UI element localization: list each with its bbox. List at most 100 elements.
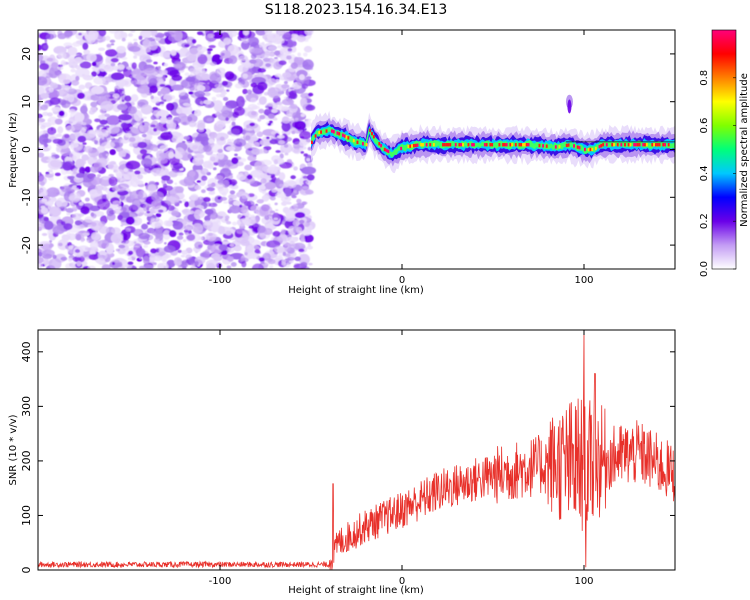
ridge-core	[600, 144, 603, 148]
noise-blob	[129, 190, 144, 201]
noise-blob	[290, 33, 298, 42]
noise-blob	[67, 94, 75, 103]
noise-blob	[173, 257, 183, 266]
noise-blob	[95, 184, 104, 192]
noise-blob	[281, 33, 293, 41]
noise-blob	[55, 197, 68, 209]
noise-blob	[129, 142, 138, 147]
noise-blob	[166, 179, 174, 185]
ridge-core	[369, 128, 372, 133]
ridge-core	[485, 143, 488, 147]
ridge-core	[432, 143, 435, 147]
noise-blob	[109, 161, 117, 165]
noise-blob	[98, 47, 106, 52]
noise-blob	[138, 35, 143, 40]
ridge-core	[667, 143, 670, 147]
noise-blob	[303, 153, 308, 157]
noise-blob	[181, 259, 195, 266]
noise-blob	[80, 105, 88, 114]
noise-blob	[70, 68, 76, 73]
noise-blob	[250, 97, 257, 103]
ridge-core	[523, 143, 526, 147]
noise-blob	[141, 133, 147, 138]
noise-blob	[148, 77, 158, 88]
noise-blob	[307, 242, 311, 247]
ridge-core	[383, 147, 386, 152]
noise-blob	[301, 83, 309, 89]
noise-blob	[293, 86, 298, 90]
noise-blob	[111, 262, 116, 266]
noise-blob	[270, 58, 275, 64]
ridge-core	[460, 143, 463, 147]
noise-blob	[241, 193, 250, 199]
colorbar-tick-label: 0.8	[699, 70, 710, 86]
ridge-core	[624, 143, 626, 147]
noise-blob	[241, 260, 247, 268]
noise-blob	[261, 194, 270, 202]
y-tick-label: 0	[20, 567, 33, 574]
noise-blob	[171, 84, 184, 91]
noise-blob	[60, 221, 66, 226]
x-tick-label: 0	[399, 576, 405, 587]
noise-blob	[250, 47, 263, 54]
noise-blob	[98, 30, 107, 37]
noise-blob	[174, 98, 180, 104]
noise-blob	[305, 189, 314, 195]
noise-blob	[291, 130, 296, 135]
noise-blob	[207, 33, 215, 38]
noise-blob	[89, 249, 96, 255]
noise-blob	[49, 97, 61, 105]
noise-blob	[209, 72, 222, 84]
noise-blob	[128, 137, 136, 143]
noise-blob	[163, 63, 168, 67]
noise-blob	[299, 130, 312, 140]
noise-blob	[267, 122, 272, 126]
noise-blob	[52, 138, 63, 144]
noise-blob	[246, 89, 252, 95]
ridge-core	[371, 131, 373, 136]
ridge-core	[411, 144, 413, 148]
ridge-core	[414, 143, 417, 148]
noise-blob	[283, 242, 292, 252]
noise-blob	[158, 251, 166, 256]
colorbar-tick-label: 0.0	[699, 261, 710, 277]
noise-blob	[48, 258, 62, 269]
noise-blob	[203, 99, 212, 105]
noise-blob	[48, 156, 56, 161]
noise-blob	[208, 44, 216, 49]
noise-blob	[152, 147, 159, 152]
y-tick-label: -10	[20, 188, 33, 206]
noise-blob	[160, 131, 173, 141]
noise-blob	[217, 148, 223, 153]
ridge-core	[525, 143, 528, 147]
noise-blob	[156, 238, 160, 242]
noise-blob	[131, 125, 145, 135]
noise-blob	[116, 103, 128, 111]
noise-blob	[131, 71, 136, 75]
noise-blob	[68, 245, 74, 250]
ridge-core	[458, 143, 461, 147]
noise-blob	[77, 213, 85, 217]
noise-blob	[100, 100, 114, 112]
ridge-core	[573, 144, 575, 148]
noise-blob	[293, 57, 305, 65]
noise-blob	[40, 207, 49, 215]
noise-blob	[208, 202, 218, 208]
noise-blob	[113, 259, 120, 263]
noise-blob	[131, 80, 139, 85]
noise-blob	[60, 147, 71, 156]
noise-blob	[156, 115, 160, 119]
noise-blob	[38, 189, 49, 198]
noise-blob	[270, 130, 277, 135]
noise-blob	[212, 167, 217, 171]
ridge-core	[462, 143, 464, 147]
noise-blob	[286, 55, 292, 60]
ridge-core	[443, 143, 446, 147]
noise-blob	[222, 256, 227, 259]
ridge-core	[651, 143, 654, 147]
noise-blob	[223, 201, 228, 204]
noise-blob	[269, 120, 273, 124]
ridge-core	[445, 143, 448, 147]
colorbar-ticks: 0.0 0.2 0.4 0.6 0.8	[699, 70, 736, 277]
noise-blob	[273, 217, 279, 221]
